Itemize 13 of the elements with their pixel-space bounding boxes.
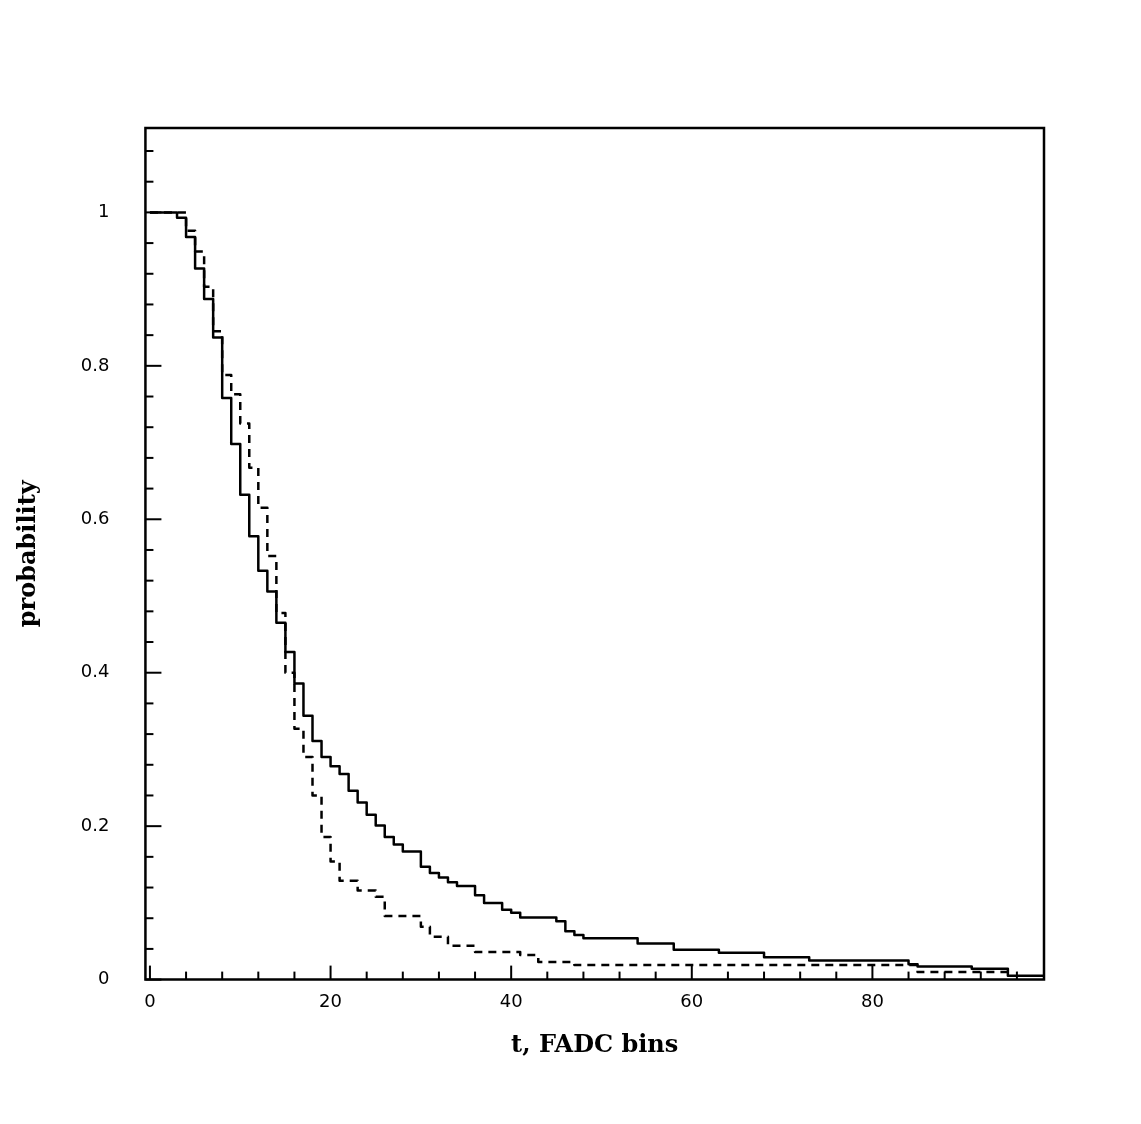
y-axis-title: probability xyxy=(11,479,41,628)
x-tick-label: 60 xyxy=(680,990,704,1012)
y-tick-label: 1 xyxy=(97,200,110,222)
x-tick-label: 20 xyxy=(319,990,343,1012)
y-tick-label: 0.6 xyxy=(80,506,110,528)
y-tick-label: 0.4 xyxy=(80,660,110,682)
x-tick-label: 80 xyxy=(860,990,884,1012)
x-tick-label: 0 xyxy=(144,990,156,1012)
y-tick-label: 0 xyxy=(97,967,110,989)
x-axis-title: t, FADC bins xyxy=(511,1028,679,1058)
y-tick-label: 0.2 xyxy=(80,813,110,835)
x-tick-label: 40 xyxy=(499,990,523,1012)
y-tick-label: 0.8 xyxy=(80,353,110,375)
